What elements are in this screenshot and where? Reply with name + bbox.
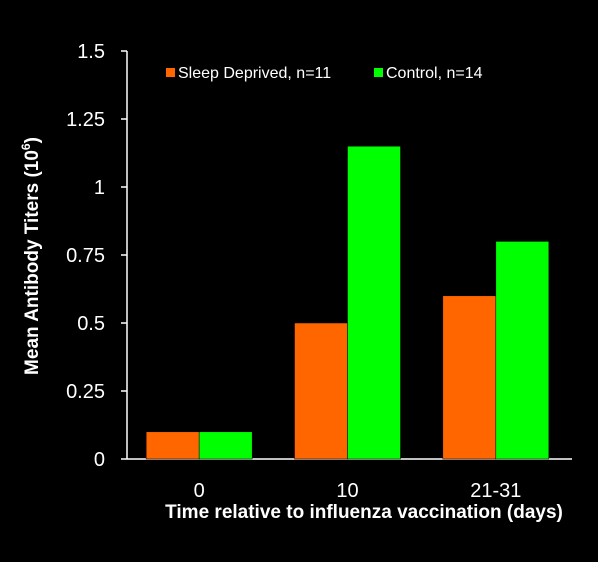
y-axis-label-close: )	[22, 137, 43, 143]
bar-control-10	[347, 145, 401, 460]
x-tick-label: 10	[336, 480, 358, 502]
bar-control-21-31	[495, 241, 550, 460]
bars	[145, 145, 550, 460]
bar-sleep-deprived-21-31	[442, 295, 497, 460]
y-axis-label-superscript: 6	[19, 143, 33, 150]
x-ticks: 0 10 21-31	[194, 480, 522, 502]
y-axis-label: Mean Antibody Titers (106)	[19, 137, 43, 375]
y-tick-label: 1.5	[77, 41, 105, 63]
y-tick-label: 1.25	[66, 109, 105, 131]
bar-control-0	[198, 431, 253, 460]
y-tick-label: 0	[94, 449, 105, 471]
y-axis-label-main: Mean Antibody Titers (10	[22, 150, 43, 375]
y-tick-label: 0.25	[66, 381, 105, 403]
legend-swatch	[374, 68, 383, 77]
x-axis-label: Time relative to influenza vaccination (…	[165, 502, 563, 523]
legend-label: Control, n=14	[386, 65, 483, 82]
legend-swatch	[166, 68, 175, 77]
legend-label: Sleep Deprived, n=11	[178, 65, 331, 82]
y-tick-label: 1	[94, 177, 105, 199]
bar-sleep-deprived-0	[145, 431, 200, 460]
x-tick-label: 0	[194, 480, 205, 502]
y-tick-label: 0.75	[66, 245, 105, 267]
x-tick-label: 21-31	[470, 480, 521, 502]
legend: Sleep Deprived, n=11 Control, n=14	[166, 65, 483, 82]
y-tick-label: 0.5	[77, 313, 105, 335]
y-ticks: 0 0.25 0.5 0.75 1 1.25 1.5	[66, 41, 127, 471]
bar-sleep-deprived-10	[294, 322, 348, 460]
